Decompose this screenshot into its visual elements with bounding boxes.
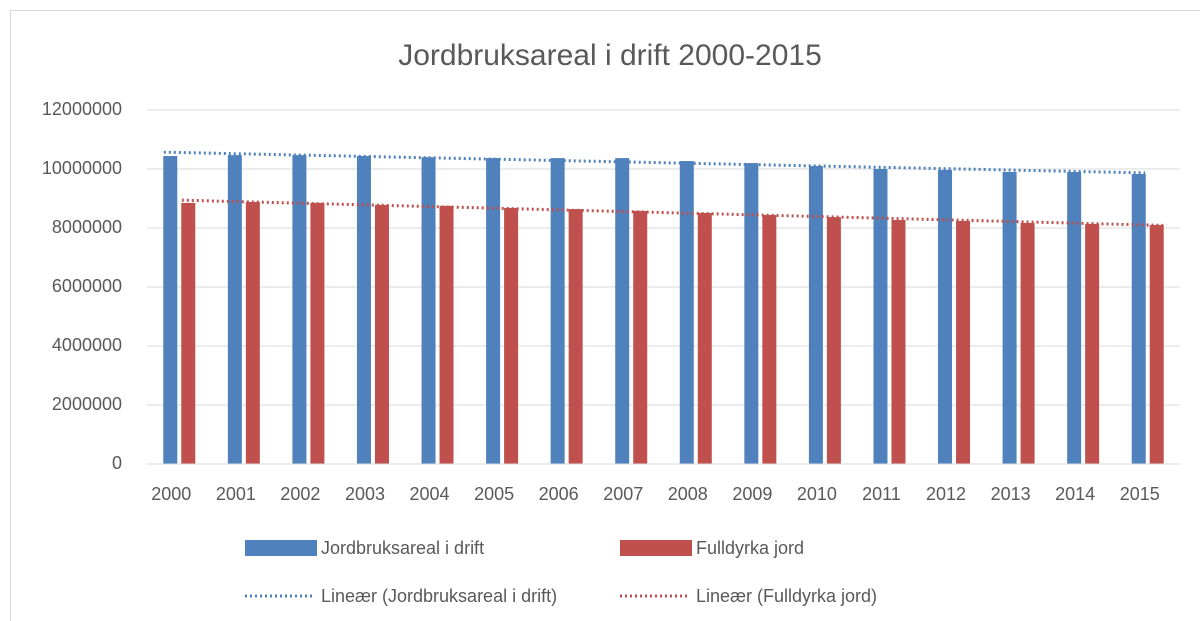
y-tick-label: 12000000	[42, 99, 122, 119]
bar	[163, 156, 178, 464]
legend-swatch	[245, 540, 317, 556]
bar	[762, 215, 777, 464]
x-tick-label: 2005	[474, 484, 514, 504]
trendline	[181, 198, 1164, 227]
bar	[808, 166, 823, 465]
bar	[1067, 171, 1082, 464]
bar	[181, 202, 196, 465]
y-tick-label: 8000000	[52, 217, 122, 237]
x-tick-label: 2000	[151, 484, 191, 504]
y-tick-label: 0	[112, 453, 122, 473]
x-tick-label: 2011	[862, 484, 901, 504]
bar	[550, 158, 565, 464]
bar	[310, 202, 325, 465]
x-tick-label: 2015	[1120, 484, 1160, 504]
bar	[568, 209, 583, 464]
bar	[439, 205, 454, 464]
bar	[421, 157, 436, 464]
x-tick-label: 2008	[668, 484, 708, 504]
bar	[374, 204, 389, 465]
x-tick-label: 2004	[410, 484, 450, 504]
x-tick-label: 2006	[539, 484, 579, 504]
bar	[245, 202, 260, 465]
bar	[938, 169, 953, 464]
x-tick-label: 2013	[991, 484, 1031, 504]
bar	[504, 207, 519, 464]
bar	[1131, 174, 1146, 464]
bar	[1085, 223, 1100, 464]
bar	[633, 210, 648, 464]
y-tick-label: 6000000	[52, 276, 122, 296]
bar	[292, 155, 307, 464]
x-tick-label: 2007	[603, 484, 643, 504]
bar	[615, 158, 630, 464]
legend-label: Lineær (Jordbruksareal i drift)	[321, 586, 557, 606]
bar	[486, 158, 501, 464]
bar	[1002, 171, 1017, 464]
bar	[826, 217, 841, 464]
legend-label: Jordbruksareal i drift	[321, 538, 484, 558]
legend-label: Lineær (Fulldyrka jord)	[696, 586, 877, 606]
trendline	[163, 150, 1146, 175]
legend-swatch	[620, 540, 692, 556]
bar	[891, 220, 906, 464]
bar	[227, 155, 242, 464]
chart-title: Jordbruksareal i drift 2000-2015	[398, 39, 822, 72]
y-tick-label: 10000000	[42, 158, 122, 178]
x-tick-label: 2009	[732, 484, 772, 504]
bar	[744, 163, 759, 464]
bar	[1149, 225, 1164, 464]
chart-frame	[10, 10, 1200, 621]
x-tick-label: 2003	[345, 484, 385, 504]
bar	[679, 161, 694, 464]
bar	[356, 156, 371, 464]
bar	[1020, 222, 1035, 464]
legend-label: Fulldyrka jord	[696, 538, 804, 558]
x-tick-label: 2001	[216, 484, 256, 504]
bar	[697, 212, 712, 464]
x-tick-label: 2012	[926, 484, 966, 504]
bar	[956, 220, 971, 464]
bar	[873, 169, 888, 464]
y-tick-label: 4000000	[52, 335, 122, 355]
x-tick-label: 2014	[1055, 484, 1095, 504]
x-tick-label: 2010	[797, 484, 837, 504]
x-tick-label: 2002	[280, 484, 320, 504]
y-tick-label: 2000000	[52, 394, 122, 414]
